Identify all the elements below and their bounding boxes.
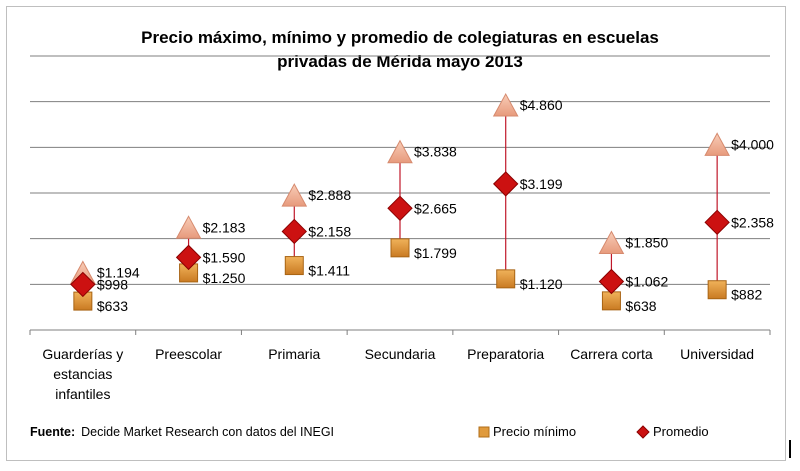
min-data-label: $638 [625,298,656,314]
category-label-line: Guarderías y [42,346,124,362]
avg-marker [70,271,96,298]
chart-title-line1: Precio máximo, mínimo y promedio de cole… [141,28,659,47]
min-marker [390,238,410,258]
avg-marker [387,195,413,222]
max-marker [175,215,202,239]
category-label-line: Carrera corta [570,346,653,362]
avg-data-label: $1.590 [203,249,246,265]
legend-min-label: Precio mínimo [493,424,577,439]
max-data-label: $1.850 [625,235,668,251]
min-data-label: $1.250 [203,270,246,286]
max-data-label: $3.838 [414,144,457,160]
chart-title: Precio máximo, mínimo y promedio de cole… [0,26,800,74]
avg-marker [281,218,307,245]
max-marker [598,230,625,255]
avg-marker [493,171,519,197]
max-marker [704,132,730,156]
avg-data-label: $1.062 [625,274,668,290]
category-label: Preescolar [134,344,244,364]
category-label: Preparatoria [451,344,561,364]
avg-marker [598,268,625,295]
max-data-label: $2.183 [203,219,246,235]
category-label-line: Preparatoria [467,346,545,362]
source-label: Fuente: [30,425,76,439]
source-text: Decide Market Research con datos del INE… [81,425,335,439]
min-marker [284,256,304,276]
min-marker [496,269,516,289]
avg-data-label: $998 [97,276,128,292]
min-data-label: $1.411 [308,263,350,279]
category-label-line: Universidad [680,346,755,362]
avg-data-label: $2.158 [308,223,351,239]
max-marker [387,139,413,164]
category-label-line: estancias [53,366,113,382]
category-label-line: Secundaria [364,346,436,362]
min-data-label: $882 [731,287,762,303]
avg-marker [175,244,202,271]
max-marker [281,183,308,207]
square-marker-icon [478,426,490,437]
legend-avg-label: Promedio [653,424,709,439]
min-data-label: $1.799 [414,245,457,261]
legend-item-avg: Promedio [636,424,709,439]
category-label: Carrera corta [556,344,666,364]
avg-data-label: $2.665 [414,200,457,216]
max-marker [492,93,519,117]
source-note: Fuente: Decide Market Research con datos … [30,425,334,439]
min-marker [707,280,727,300]
category-label: Universidad [662,344,772,364]
avg-data-label: $3.199 [520,176,563,192]
chart-title-line2: privadas de Mérida mayo 2013 [277,52,523,71]
min-marker [601,291,621,311]
legend-item-min: Precio mínimo [478,424,576,439]
min-data-label: $633 [97,298,128,314]
min-data-label: $1.120 [520,276,563,292]
max-data-label: $1.194 [97,264,140,280]
category-label: Guarderías y estancias infantiles [28,344,138,404]
max-data-label: $2.888 [308,187,351,203]
category-label-line: Preescolar [155,346,223,362]
max-data-label: $4.860 [520,97,563,113]
category-label-line: infantiles [55,386,111,402]
text-cursor [789,440,791,458]
max-data-label: $4.000 [731,136,774,152]
diamond-marker-icon [636,424,650,439]
avg-marker [704,209,730,236]
avg-data-label: $2.358 [731,214,774,230]
category-label: Secundaria [345,344,455,364]
category-label-line: Primaria [268,346,321,362]
category-label: Primaria [239,344,349,364]
